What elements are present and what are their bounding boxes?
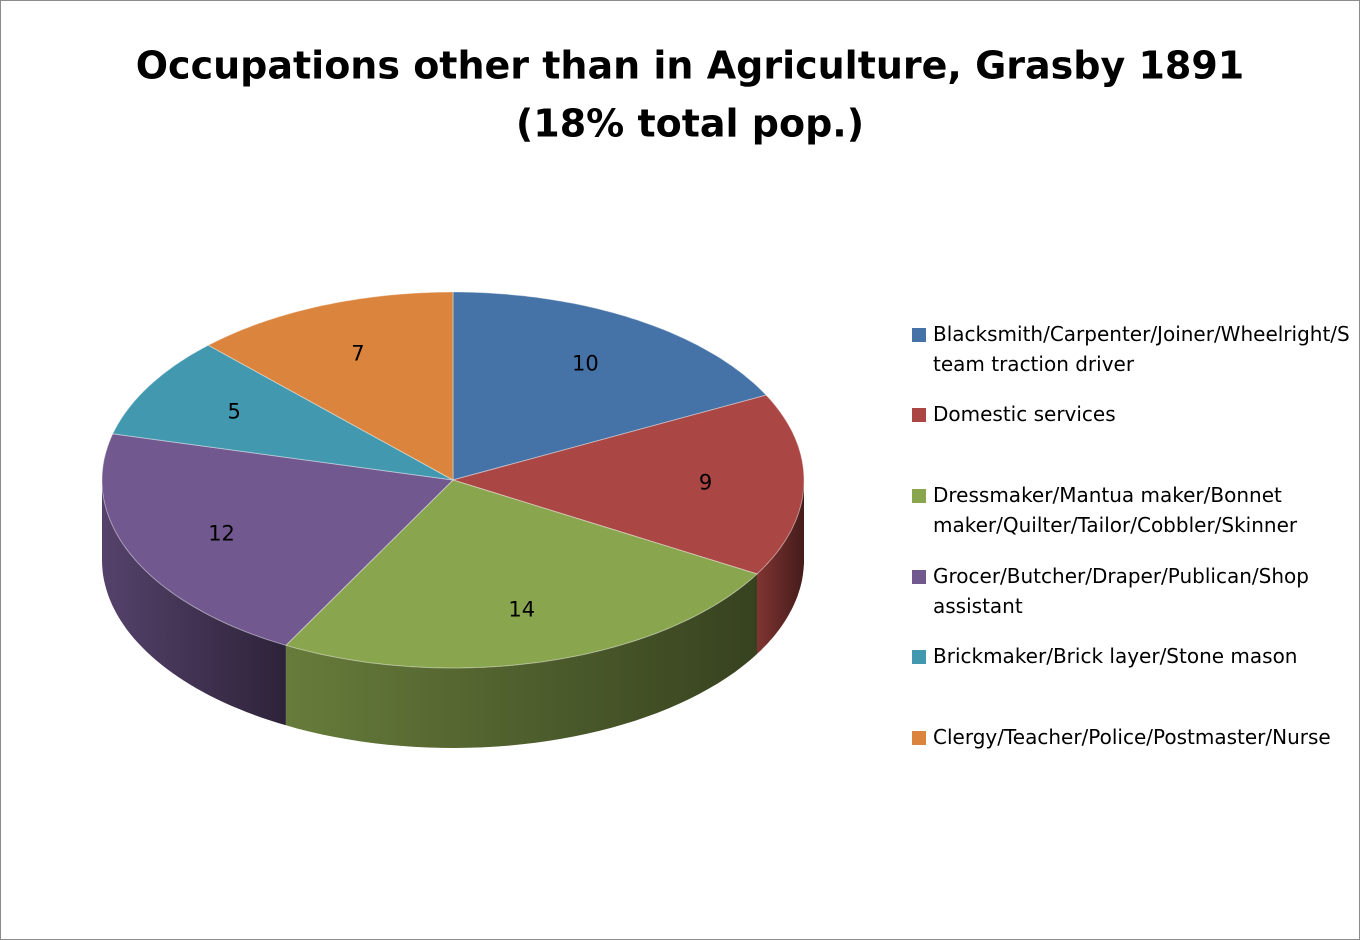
legend-swatch	[912, 408, 926, 422]
data-label: 14	[508, 597, 535, 621]
legend-label: Dressmaker/Mantua maker/Bonnet maker/Quil…	[933, 483, 1298, 537]
legend-swatch	[912, 570, 926, 584]
slice-side	[102, 480, 286, 726]
slice-side	[757, 480, 804, 654]
legend-line: Grocer/Butcher/Draper/Publican/Shop	[933, 564, 1309, 588]
chart-subtitle: (18% total pop.)	[516, 102, 864, 146]
slice-side	[285, 574, 757, 748]
legend-label: Domestic services	[933, 402, 1116, 426]
data-label: 5	[227, 399, 240, 423]
legend-line: Clergy/Teacher/Police/Postmaster/Nurse	[933, 725, 1331, 749]
slice	[207, 291, 454, 481]
legend-label: Brickmaker/Brick layer/Stone mason	[933, 644, 1297, 668]
chart-title: Occupations other than in Agriculture, G…	[136, 44, 1245, 88]
slice	[451, 394, 805, 575]
legend-swatch	[912, 489, 926, 503]
legend-swatch	[912, 650, 926, 664]
legend-line: Domestic services	[933, 402, 1116, 426]
slice	[101, 433, 455, 646]
legend-label: Grocer/Butcher/Draper/Publican/Shop assis…	[933, 564, 1309, 618]
legend-swatch	[912, 731, 926, 745]
legend-line: maker/Quilter/Tailor/Cobbler/Skinner	[933, 513, 1298, 537]
legend-line: team traction driver	[933, 352, 1135, 376]
legend-label: Blacksmith/Carpenter/Joiner/Wheelright/S…	[933, 322, 1350, 376]
slice	[111, 344, 454, 481]
data-label: 7	[351, 342, 364, 366]
data-label: 10	[572, 352, 599, 376]
legend-line: assistant	[933, 594, 1023, 618]
legend-line: Brickmaker/Brick layer/Stone mason	[933, 644, 1297, 668]
data-label: 12	[208, 521, 235, 545]
legend-line: Dressmaker/Mantua maker/Bonnet	[933, 483, 1282, 507]
legend-swatch	[912, 328, 926, 342]
data-label: 9	[699, 471, 712, 495]
slice	[452, 291, 768, 481]
legend-label: Clergy/Teacher/Police/Postmaster/Nurse	[933, 725, 1331, 749]
legend-line: Blacksmith/Carpenter/Joiner/Wheelright/S	[933, 322, 1350, 346]
slice	[284, 479, 758, 669]
